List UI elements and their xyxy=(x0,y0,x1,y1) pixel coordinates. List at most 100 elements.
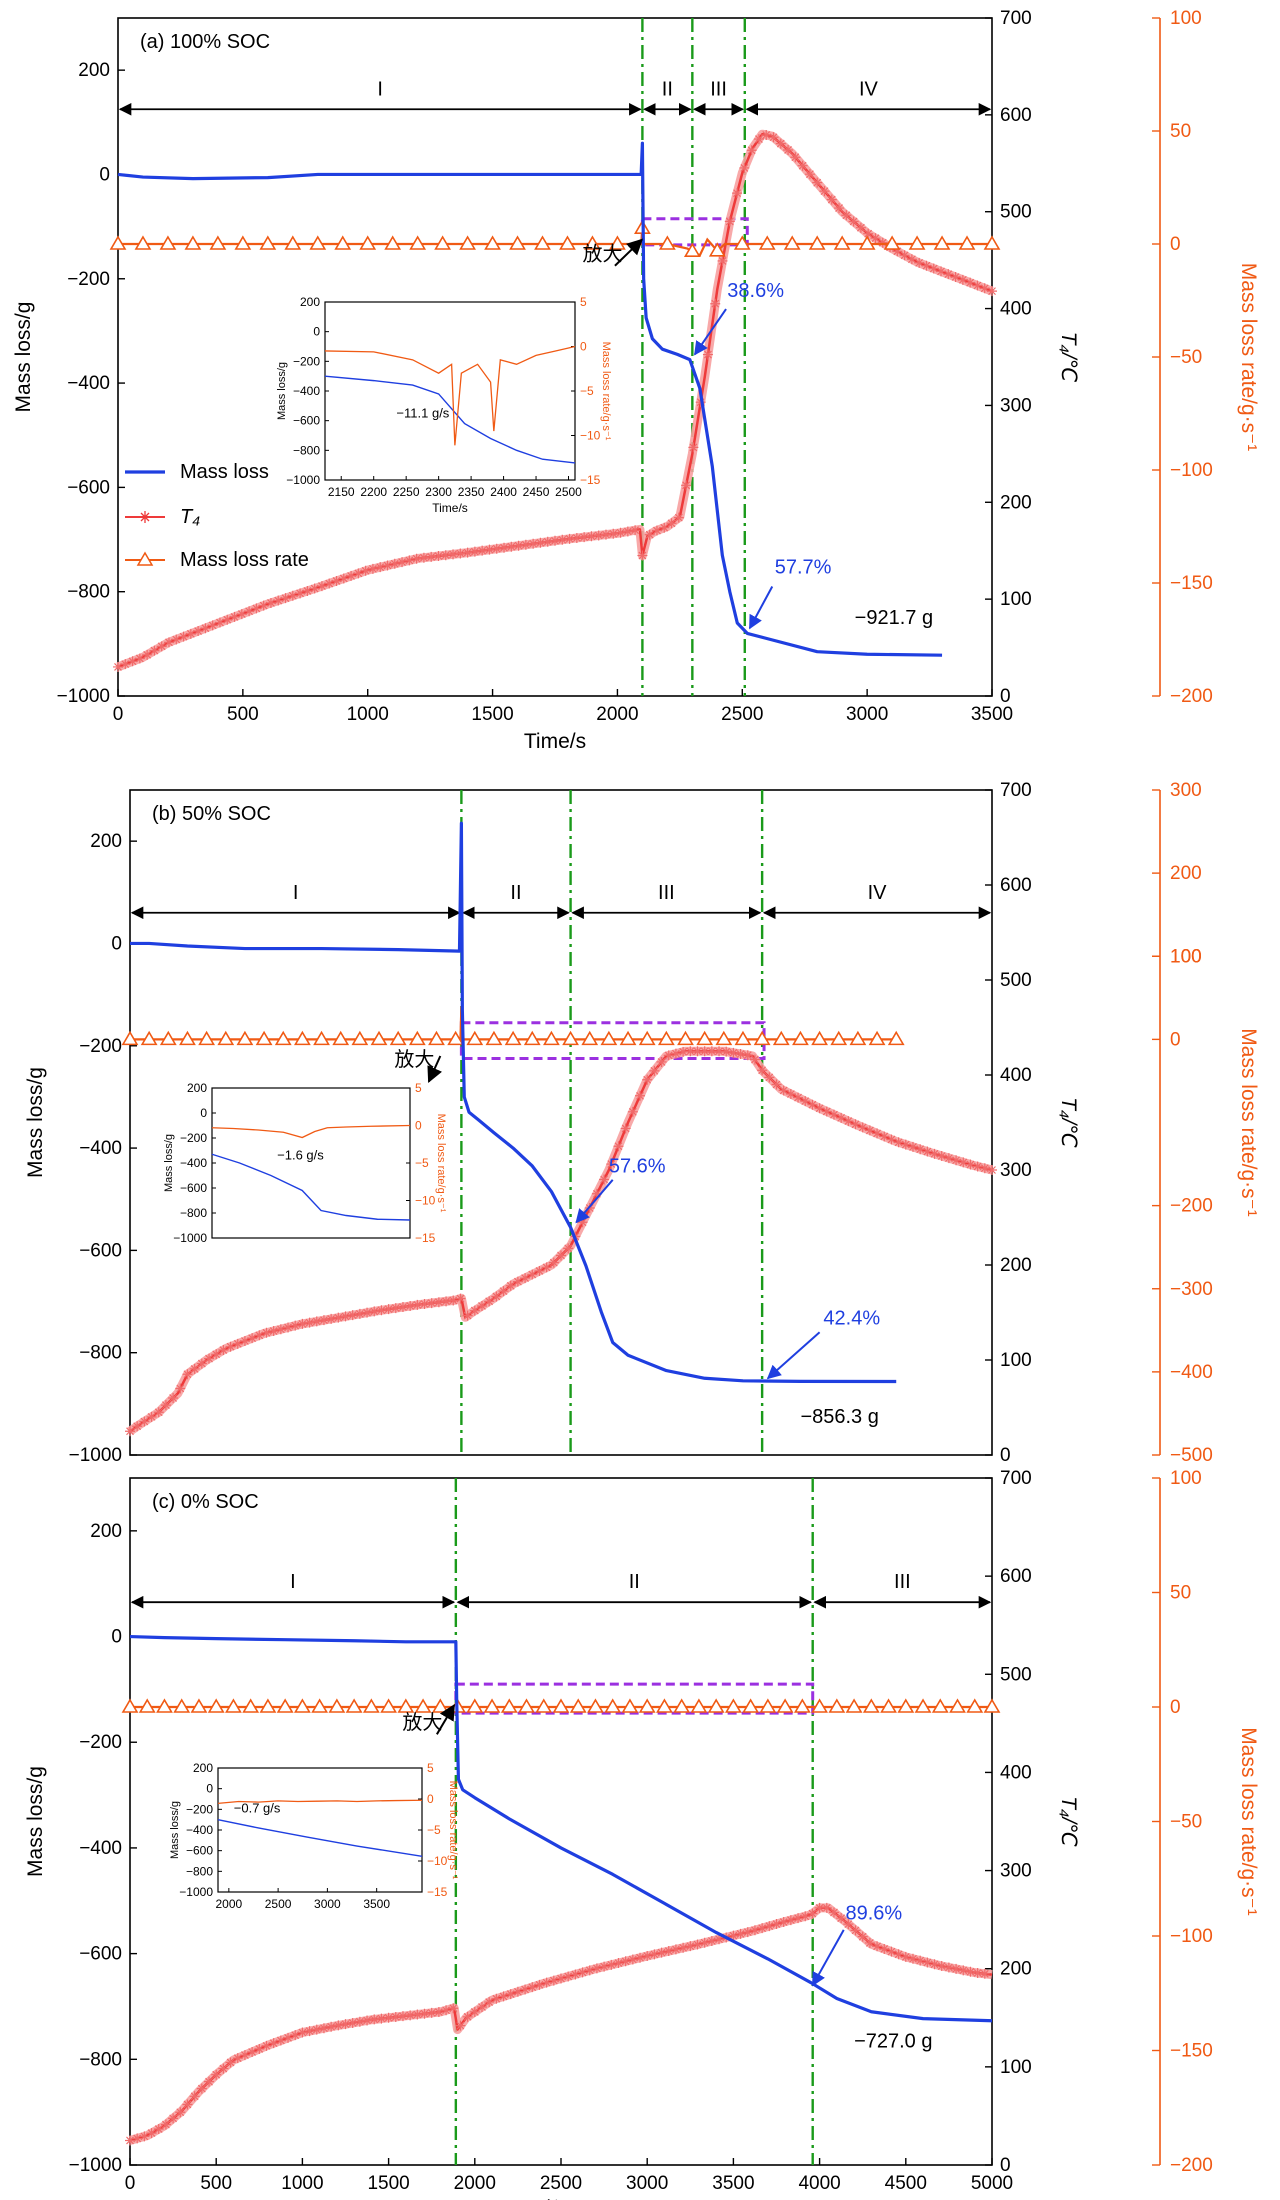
temperature-marker xyxy=(441,2005,452,2016)
mass-loss-line xyxy=(130,821,897,1384)
temperature-marker xyxy=(717,255,728,266)
temperature-marker xyxy=(433,551,444,562)
rate-marker xyxy=(677,1030,694,1046)
temperature-marker xyxy=(541,1262,552,1273)
temperature-marker xyxy=(261,2040,272,2051)
rate-marker xyxy=(696,1030,714,1046)
x-tick-label: 3500 xyxy=(971,704,1013,725)
temperature-marker xyxy=(907,1953,918,1964)
temperature-marker xyxy=(441,1296,452,1307)
inset-left-tick-label: −400 xyxy=(180,1156,207,1170)
temperature-marker xyxy=(746,145,757,156)
rate-marker xyxy=(259,235,277,250)
temperature-marker xyxy=(295,588,306,599)
x-tick-label: 3000 xyxy=(626,2173,668,2194)
temperature-marker xyxy=(469,2006,480,2017)
temperature-marker xyxy=(132,1421,143,1432)
temperature-marker xyxy=(287,590,298,601)
left-tick-label: 0 xyxy=(99,164,110,185)
temperature-marker xyxy=(484,1296,495,1307)
annotation-label: −856.3 g xyxy=(800,1406,878,1428)
temperature-marker xyxy=(642,1950,653,1961)
phase-label: II xyxy=(662,78,673,100)
temperature-marker xyxy=(790,152,801,163)
temperature-marker xyxy=(542,536,553,547)
temperature-marker xyxy=(175,2107,186,2118)
temperature-marker xyxy=(749,1925,760,1936)
temperature-marker xyxy=(775,138,786,149)
temperature-marker xyxy=(834,203,845,214)
temperature-marker xyxy=(362,2015,373,2026)
rate-marker xyxy=(485,1030,503,1046)
temperature-marker xyxy=(685,1046,696,1057)
temperature-marker xyxy=(599,1961,610,1972)
temperature-marker xyxy=(309,583,320,594)
temperature-marker xyxy=(728,1047,739,1058)
left-tick-label: 200 xyxy=(78,60,110,81)
temperature-marker xyxy=(196,2083,207,2094)
temperature-marker xyxy=(244,606,255,617)
rate-marker xyxy=(294,1698,311,1713)
annotation-arrow xyxy=(766,1331,821,1380)
rate-marker xyxy=(776,1698,794,1713)
rate-marker xyxy=(584,235,601,250)
temperature-marker xyxy=(251,603,262,614)
temperature-marker xyxy=(599,1174,610,1185)
temperature-marker xyxy=(819,186,830,197)
temperature-marker xyxy=(211,2069,222,2080)
temperature-marker xyxy=(239,1336,250,1346)
temperature-marker xyxy=(405,2010,416,2021)
temperature-marker xyxy=(418,552,429,563)
temperature-marker xyxy=(987,1165,997,1175)
temperature-marker xyxy=(153,1407,164,1418)
temperature-marker xyxy=(651,525,662,536)
temperature-marker xyxy=(821,1106,832,1117)
temperature-marker xyxy=(528,538,539,549)
temperature-marker xyxy=(627,1954,638,1965)
temp-tick-label: 300 xyxy=(1000,1861,1032,1882)
temperature-line xyxy=(129,1906,993,2142)
temperature-marker xyxy=(207,620,218,631)
inset-right-tick-label: −15 xyxy=(427,1885,448,1899)
rate-marker xyxy=(933,235,951,250)
x-tick-label: 1000 xyxy=(281,2173,323,2194)
temperature-marker xyxy=(663,1050,674,1061)
zoom-box xyxy=(640,217,749,247)
temperature-marker xyxy=(433,2007,444,2018)
inset-right-tick-label: −10 xyxy=(415,1194,436,1208)
left-tick-label: 0 xyxy=(111,933,122,954)
temperature-marker xyxy=(850,1925,861,1936)
temp-tick-label: 0 xyxy=(1000,2155,1011,2176)
temperature-marker xyxy=(498,1286,509,1297)
temperature-marker xyxy=(915,1144,926,1155)
temp-tick-label: 700 xyxy=(1000,780,1032,801)
inset-frame xyxy=(324,301,576,481)
rate-marker xyxy=(190,1698,208,1713)
temperature-marker xyxy=(670,1944,681,1955)
rate-marker xyxy=(134,235,152,250)
rate-marker xyxy=(858,235,876,250)
temperature-marker xyxy=(149,645,160,656)
temperature-marker xyxy=(635,1090,646,1101)
inset-left-axis-label: Mass loss/g xyxy=(276,362,288,420)
left-tick-label: −600 xyxy=(67,477,110,498)
inset-frame xyxy=(211,1087,411,1239)
rate-marker xyxy=(225,1698,242,1713)
temperature-marker xyxy=(635,1952,646,1963)
rate-tick-label: −200 xyxy=(1170,686,1213,707)
inset-x-tick-label: 3000 xyxy=(314,1897,341,1911)
rate-axis-label: Mass loss rate/g·s⁻¹ xyxy=(1237,1028,1260,1216)
temp-axis-label: T₄/℃ xyxy=(1057,332,1080,383)
temperature-marker xyxy=(739,162,750,173)
rate-tick-label: −200 xyxy=(1170,2155,1213,2176)
legend-temp-label: T₄ xyxy=(180,506,200,528)
temperature-marker xyxy=(929,1959,940,1970)
rate-marker xyxy=(313,1030,330,1046)
rate-marker xyxy=(883,235,901,250)
inset-left-tick-label: −200 xyxy=(293,354,320,368)
plot-frame xyxy=(117,17,993,697)
temperature-marker xyxy=(872,1128,883,1139)
temperature-marker xyxy=(670,1048,681,1059)
temperature-marker xyxy=(182,1369,193,1380)
